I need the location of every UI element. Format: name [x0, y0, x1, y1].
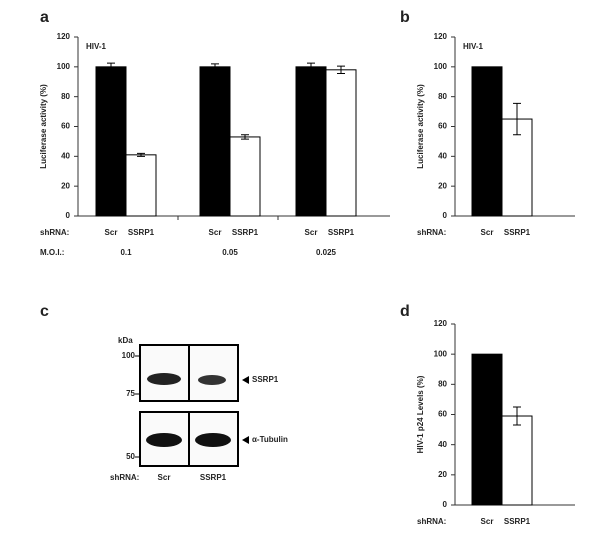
panel-label: d — [400, 303, 410, 320]
y-tick-label: 40 — [438, 151, 447, 160]
y-tick-label: 100 — [434, 62, 448, 71]
series-label: Scr — [481, 517, 494, 526]
marker-label: 75 — [126, 389, 135, 398]
lane-label: SSRP1 — [200, 473, 227, 482]
y-tick-label: 100 — [57, 62, 71, 71]
row-label: shRNA: — [417, 517, 446, 526]
bar — [95, 66, 127, 217]
y-tick-label: 100 — [434, 349, 448, 358]
panel-label: c — [40, 303, 49, 320]
error-bar — [211, 63, 219, 71]
y-tick-label: 0 — [443, 500, 448, 509]
error-bar — [137, 152, 145, 157]
band-label: SSRP1 — [252, 375, 279, 384]
series-label: SSRP1 — [128, 228, 155, 237]
series-label: Scr — [481, 228, 494, 237]
bar — [471, 353, 503, 506]
series-label: Scr — [105, 228, 118, 237]
y-tick-label: 80 — [438, 379, 447, 388]
y-tick-label: 40 — [61, 151, 70, 160]
y-tick-label: 0 — [443, 211, 448, 220]
annotation: HIV-1 — [86, 42, 107, 51]
y-tick-label: 0 — [66, 211, 71, 220]
category-label: 0.1 — [120, 248, 132, 257]
error-bar — [241, 134, 249, 140]
error-bar — [307, 62, 315, 72]
row-label: shRNA: — [417, 228, 446, 237]
category-label: 0.025 — [316, 248, 337, 257]
bar — [125, 154, 157, 217]
bar — [199, 66, 231, 217]
y-tick-label: 120 — [434, 32, 448, 41]
y-tick-label: 20 — [438, 470, 447, 479]
arrow — [242, 436, 249, 444]
marker-label: 100 — [122, 351, 136, 360]
series-label: Scr — [305, 228, 318, 237]
y-tick-label: 120 — [434, 319, 448, 328]
arrow — [242, 376, 249, 384]
bar — [229, 136, 261, 217]
y-axis-label: Luciferase activity (%) — [416, 84, 425, 169]
bar — [325, 69, 357, 217]
bar — [471, 66, 503, 217]
panel-label: a — [40, 9, 49, 26]
panel-label: b — [400, 9, 410, 26]
y-tick-label: 80 — [61, 92, 70, 101]
y-tick-label: 20 — [61, 181, 70, 190]
band-label: α-Tubulin — [252, 435, 288, 444]
series-label: SSRP1 — [504, 517, 531, 526]
series-label: Scr — [209, 228, 222, 237]
series-label: SSRP1 — [328, 228, 355, 237]
error-bar — [513, 102, 521, 136]
annotation: HIV-1 — [463, 42, 484, 51]
row-label: shRNA: — [40, 228, 69, 237]
row-label: shRNA: — [110, 473, 139, 482]
y-tick-label: 60 — [438, 410, 447, 419]
error-bar — [107, 62, 115, 72]
y-tick-label: 60 — [438, 122, 447, 131]
band — [195, 433, 231, 447]
band — [198, 375, 226, 385]
blot-image — [135, 344, 239, 467]
y-axis-label: HIV-1 p24 Levels (%) — [416, 375, 425, 453]
y-tick-label: 80 — [438, 92, 447, 101]
error-bar — [337, 65, 345, 75]
y-axis-label: Luciferase activity (%) — [39, 84, 48, 169]
bar — [295, 66, 327, 217]
y-tick-label: 40 — [438, 440, 447, 449]
row-label: M.O.I.: — [40, 248, 64, 257]
category-label: 0.05 — [222, 248, 238, 257]
y-tick-label: 120 — [57, 32, 71, 41]
band — [146, 433, 182, 447]
y-tick-label: 60 — [61, 122, 70, 131]
lane-label: Scr — [158, 473, 171, 482]
unit-label: kDa — [118, 336, 133, 345]
bar — [501, 415, 533, 506]
error-bar — [513, 406, 521, 426]
series-label: SSRP1 — [232, 228, 259, 237]
marker-label: 50 — [126, 452, 135, 461]
band — [147, 373, 181, 385]
y-tick-label: 20 — [438, 181, 447, 190]
series-label: SSRP1 — [504, 228, 531, 237]
